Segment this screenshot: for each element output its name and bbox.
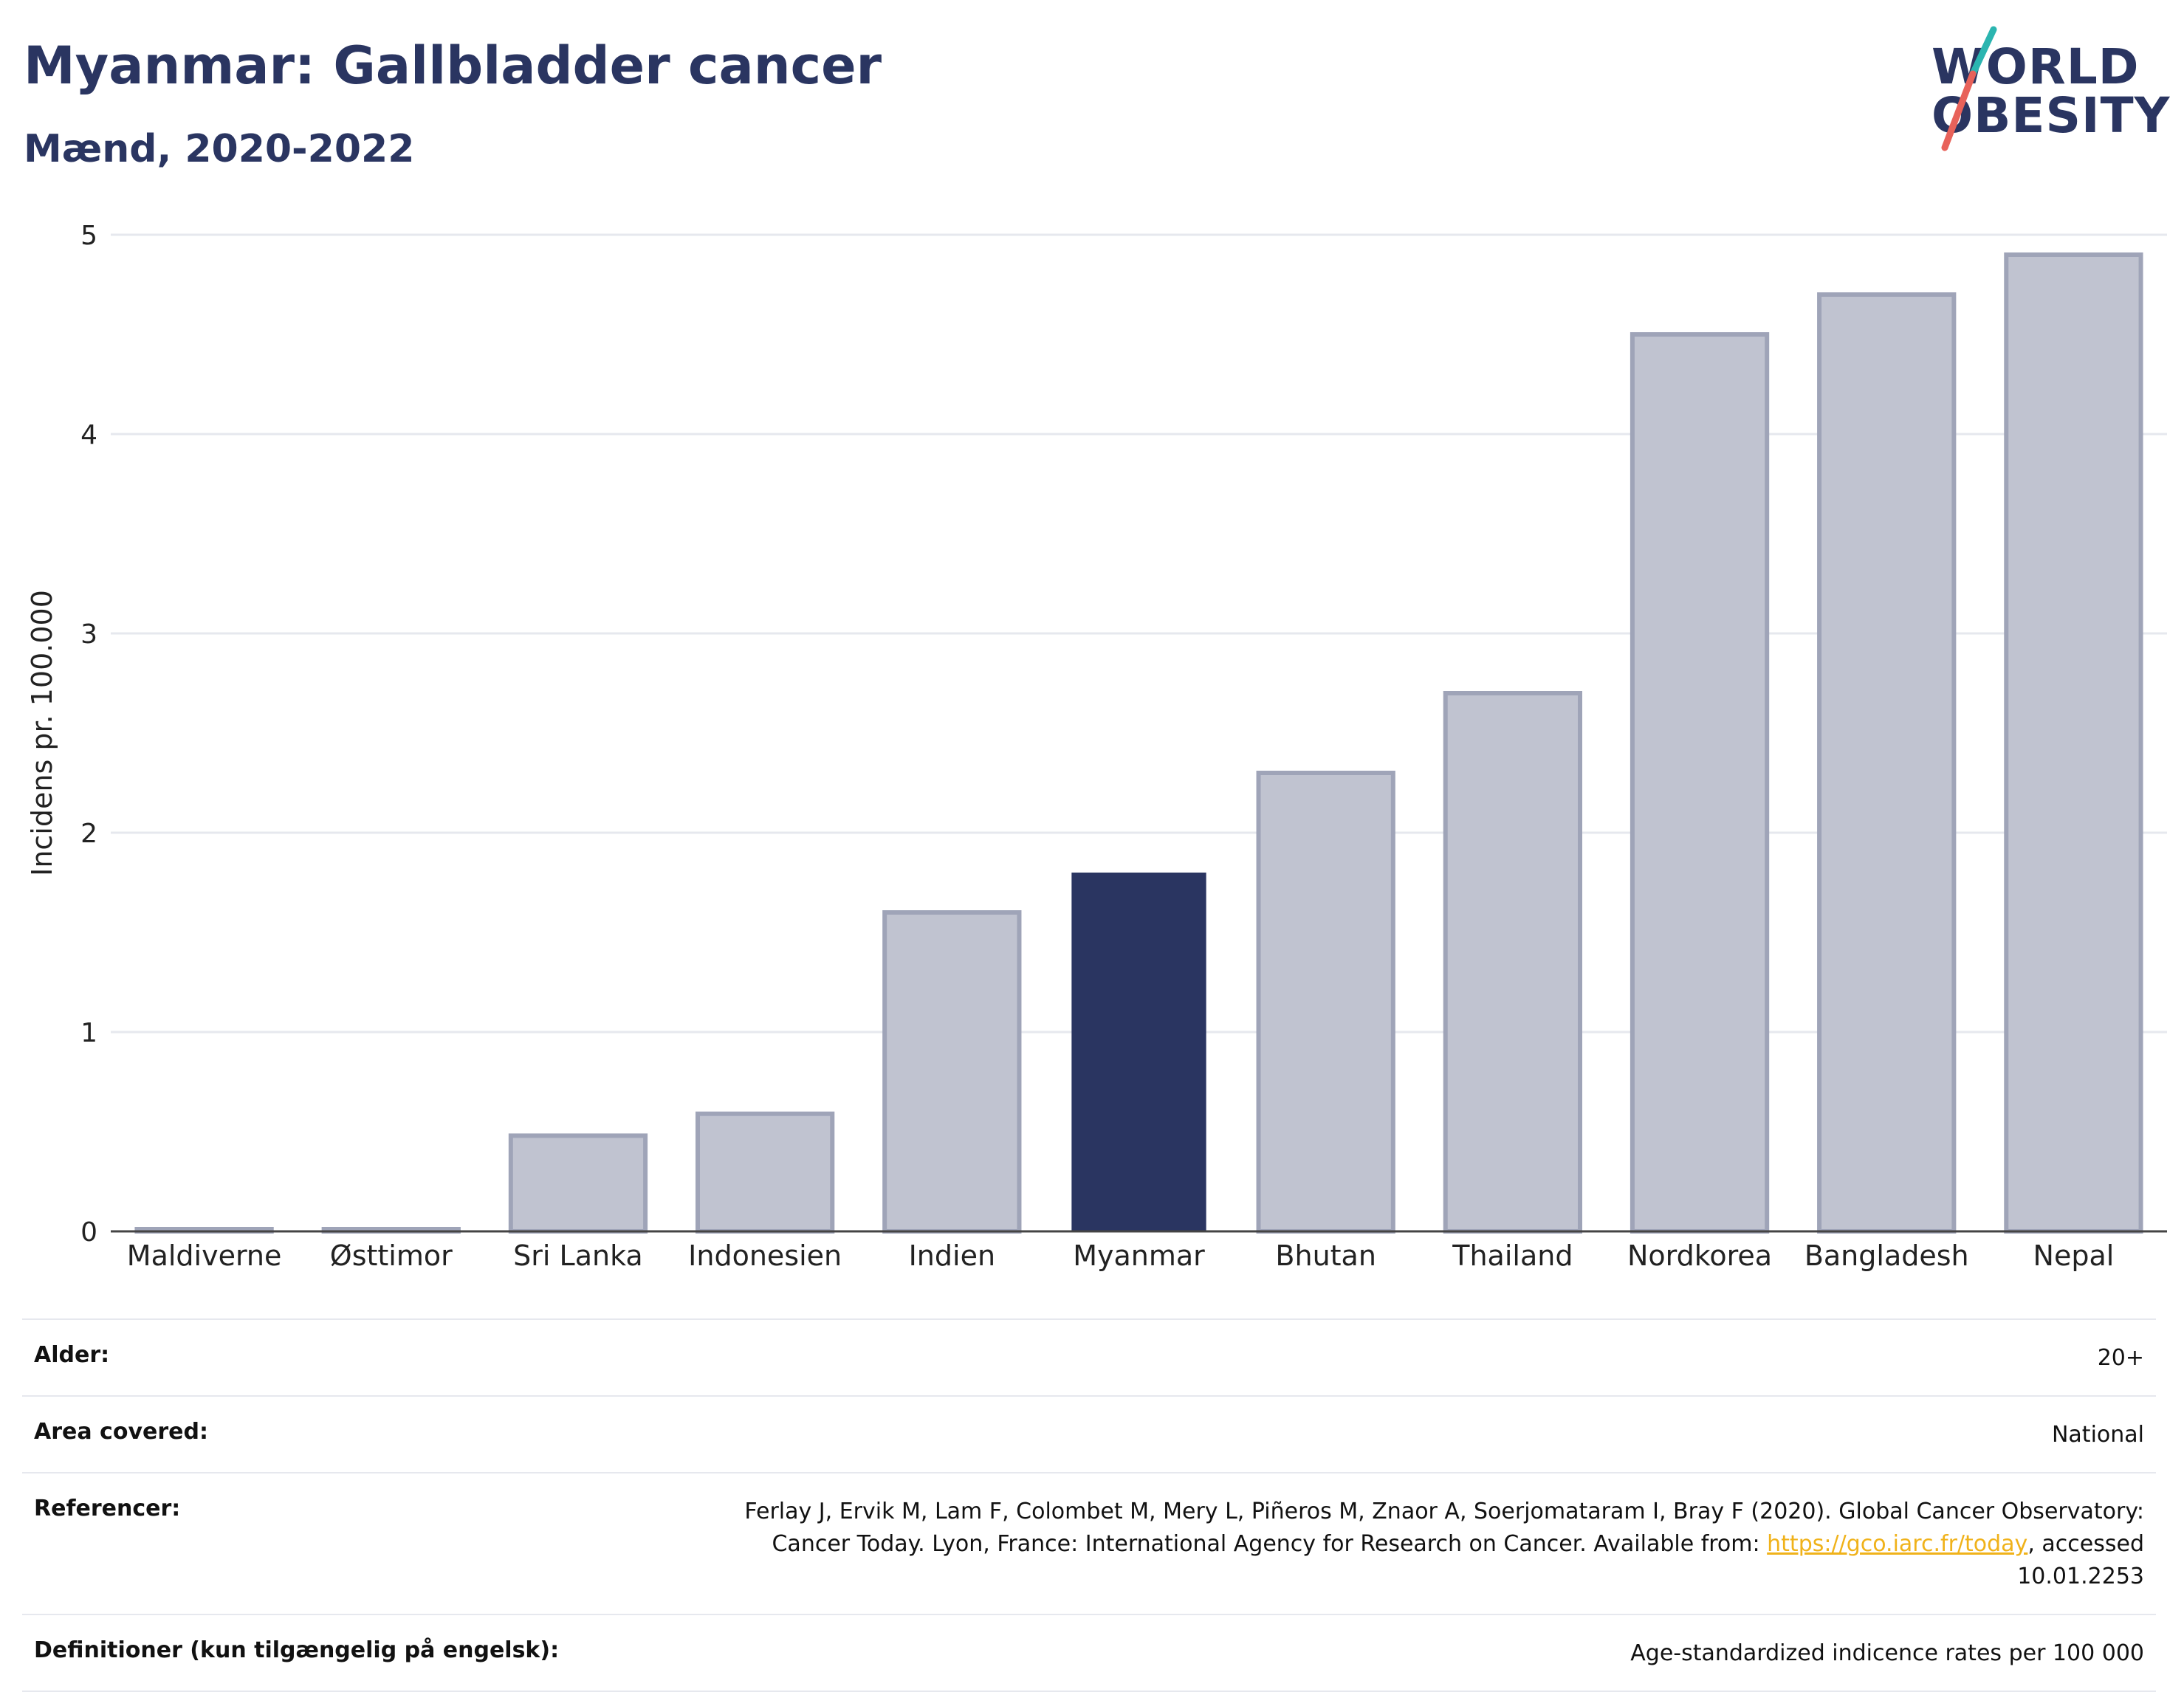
bar	[1256, 771, 1395, 1234]
logo-line-2: OBESITY	[1931, 87, 2171, 144]
info-value: Age-standardized indicence rates per 100…	[1630, 1640, 2144, 1666]
bar	[882, 910, 1022, 1234]
bars	[134, 252, 2143, 1234]
info-value: National	[2051, 1422, 2144, 1448]
x-category-label: Sri Lanka	[513, 1239, 643, 1272]
page-title: Myanmar: Gallbladder cancer	[24, 35, 882, 96]
info-row-area: Area covered: National	[22, 1396, 2156, 1473]
y-tick-label: 4	[80, 420, 97, 450]
bar	[1630, 332, 1770, 1234]
info-key: Referencer:	[34, 1496, 181, 1521]
bar-chart: 0 1 2 3 4 5 Maldiverne Østtimor Sri Lanka Indone…	[26, 221, 2167, 1272]
x-category-label: Indien	[909, 1239, 995, 1272]
info-row-age: Alder: 20+	[22, 1319, 2156, 1396]
reference-text: Ferlay J, Ervik M, Lam F, Colombet M, Me…	[744, 1499, 2144, 1557]
y-tick-label: 5	[80, 221, 97, 251]
x-category-label: Maldiverne	[127, 1239, 282, 1272]
bar	[1817, 292, 1957, 1234]
y-tick-labels: 0 1 2 3 4 5	[80, 221, 97, 1248]
x-category-label: Bhutan	[1275, 1239, 1376, 1272]
info-table: Alder: 20+ Area covered: National Refere…	[22, 1318, 2156, 1692]
y-tick-label: 2	[80, 819, 97, 849]
world-obesity-logo: WORLD OBESITY	[1890, 22, 2171, 162]
info-value: 20+	[2097, 1345, 2144, 1371]
reference-accessed: , accessed 10.01.2253	[2017, 1531, 2144, 1589]
x-category-label: Nordkorea	[1627, 1239, 1772, 1272]
bar	[695, 1111, 835, 1234]
reference-link[interactable]: https://gco.iarc.fr/today	[1767, 1531, 2028, 1557]
info-row-references: Referencer: Ferlay J, Ervik M, Lam F, Co…	[22, 1473, 2156, 1614]
x-category-label: Østtimor	[330, 1239, 453, 1272]
x-category-label: Nepal	[2033, 1239, 2115, 1272]
x-category-label: Bangladesh	[1804, 1239, 1969, 1272]
bar	[2004, 252, 2143, 1234]
logo-slash-icon	[1941, 26, 1997, 151]
y-tick-label: 1	[80, 1018, 97, 1048]
info-value: Ferlay J, Ervik M, Lam F, Colombet M, Me…	[710, 1473, 2156, 1614]
info-key: Definitioner (kun tilgængelig på engelsk…	[34, 1637, 560, 1663]
page-subtitle: Mænd, 2020-2022	[24, 127, 415, 171]
x-category-label: Indonesien	[688, 1239, 842, 1272]
bar-highlight	[1071, 873, 1206, 1231]
x-category-label: Myanmar	[1073, 1239, 1205, 1272]
info-key: Alder:	[34, 1342, 110, 1368]
bar	[508, 1133, 648, 1234]
info-row-definitions: Definitioner (kun tilgængelig på engelsk…	[22, 1614, 2156, 1691]
bar	[1443, 691, 1583, 1234]
y-tick-label: 0	[80, 1217, 97, 1248]
y-axis-title: Incidens pr. 100.000	[26, 590, 58, 876]
x-category-labels: Maldiverne Østtimor Sri Lanka Indonesien Ind…	[127, 1239, 2115, 1272]
x-category-label: Thailand	[1452, 1239, 1573, 1272]
y-tick-label: 3	[80, 619, 97, 650]
info-key: Area covered:	[34, 1419, 208, 1445]
